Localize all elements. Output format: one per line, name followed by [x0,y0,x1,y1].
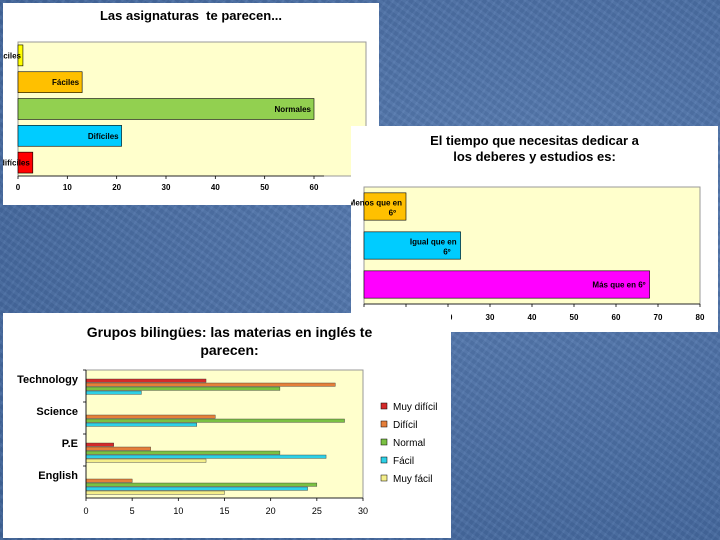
legend-swatch [380,420,388,428]
x-tick-label: 30 [162,183,171,192]
chart-panel-tiempo: El tiempo que necesitas dedicar a los de… [351,126,718,332]
bar [85,486,308,491]
chart-bilingues: Technology Science P.E English 0 5 10 15 20 25 30 M… [17,369,447,516]
x-tick-label: 40 [211,183,220,192]
x-tick-label: 25 [312,506,322,516]
legend-swatch [380,456,388,464]
category-label: Más que en 6º [592,281,645,290]
bar [85,490,225,495]
chart-title: Grupos bilingües: las materias en inglés… [86,324,373,358]
category-label: Normales [275,105,312,114]
chart-tiempo: Menos que en 6º Igual que en 6º Más que en 6… [351,186,705,322]
x-tick-label: 20 [112,183,121,192]
x-tick-label: 50 [570,313,579,322]
legend-swatch [380,438,388,446]
bar [85,422,198,427]
x-tick-label: 60 [612,313,621,322]
category-label: Muy difíciles [3,159,30,168]
y-tick-label: English [38,470,78,482]
category-label: Igual que en 6º [410,238,457,257]
bar [363,270,650,299]
legend-box [377,397,447,491]
x-tick-label: 20 [266,506,276,516]
x-tick-label: 0 [16,183,21,192]
x-tick-label: 60 [310,183,319,192]
y-tick-label: Science [36,406,78,418]
bar [85,442,114,447]
bar [85,482,318,487]
legend-label: Muy difícil [393,402,437,413]
chart-panel-bilingues: Grupos bilingües: las materias en inglés… [3,313,451,538]
bar [17,98,315,120]
x-tick-label: 30 [486,313,495,322]
chart-title: Las asignaturas te parecen... [99,8,283,23]
bar [85,418,345,423]
x-tick-label: 10 [173,506,183,516]
bar [85,386,281,391]
x-tick-label: 50 [260,183,269,192]
x-tick-label: 80 [696,313,705,322]
bar [85,390,142,395]
bar [85,478,133,483]
category-label: Menos que en 6º [351,199,402,218]
x-tick-label: 70 [654,313,663,322]
legend-label: Normal [393,438,425,449]
chart-asignaturas: Muy fáciles Fáciles Normales Difíciles Muy d… [3,41,367,192]
bar [85,414,216,419]
category-label: Difíciles [88,132,119,141]
x-tick-label: 0 [83,506,88,516]
bar [17,44,24,67]
bar [17,71,83,93]
bar [17,151,34,174]
bar [85,458,207,463]
x-tick-label: 15 [219,506,229,516]
legend-swatch [380,474,388,482]
bar [85,378,207,383]
bar [85,454,327,459]
x-tick-label: 10 [63,183,72,192]
x-tick-label: 40 [528,313,537,322]
category-label: Muy fáciles [3,51,22,60]
y-tick-label: P.E [62,438,78,450]
bar [17,125,122,147]
legend-label: Difícil [393,420,417,431]
legend-swatch [380,402,388,410]
bar [363,231,461,260]
legend-label: Muy fácil [393,474,432,485]
bar [85,446,151,451]
chart-title: El tiempo que necesitas dedicar a los de… [430,133,639,164]
x-tick-label: 5 [130,506,135,516]
x-tick-label: 30 [358,506,368,516]
y-tick-label: Technology [17,374,79,386]
bar [85,382,336,387]
bar [363,192,407,221]
chart-panel-asignaturas: Las asignaturas te parecen... Muy fácile… [3,3,379,205]
category-label: Fáciles [52,78,80,87]
legend-label: Fácil [393,456,414,467]
bar [85,450,281,455]
